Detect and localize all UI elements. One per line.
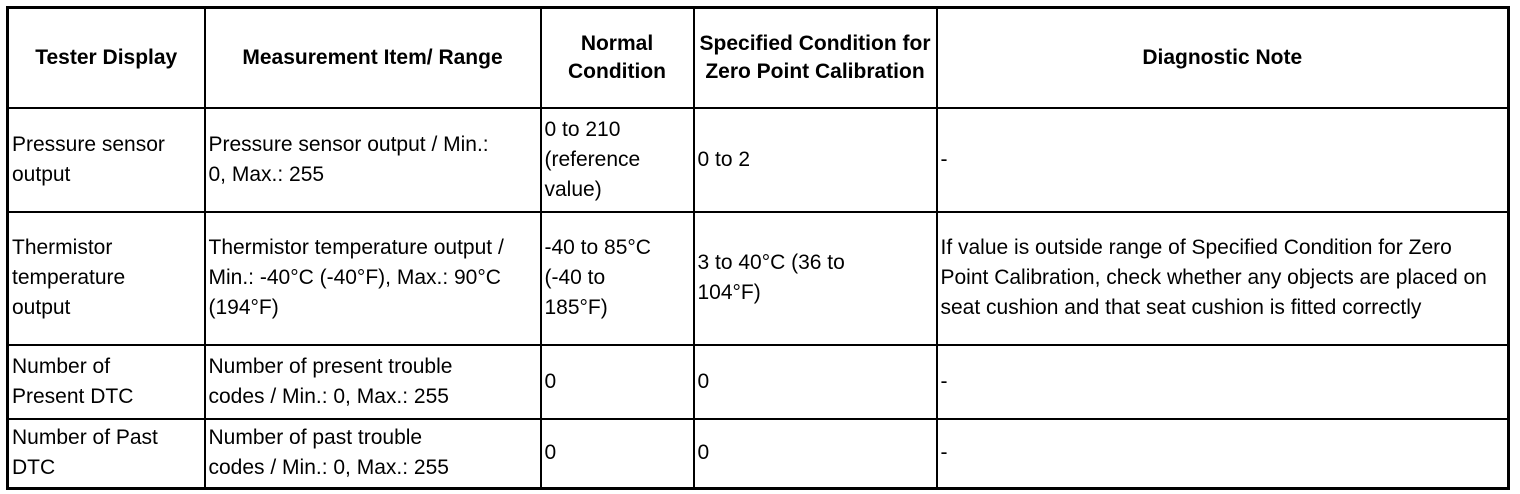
cell-tester-display: Pressure sensor output <box>6 106 206 213</box>
cell-diagnostic-note: - <box>935 343 1510 420</box>
data-list-table: Tester Display Measurement Item/ Range N… <box>6 6 1510 490</box>
cell-normal-condition: -40 to 85°C (-40 to 185°F) <box>539 210 695 346</box>
cell-measurement: Thermistor temperature output / Min.: -4… <box>203 210 542 346</box>
cell-diagnostic-note: - <box>935 106 1510 213</box>
cell-zero-point: 0 to 2 <box>692 106 938 213</box>
cell-measurement: Number of past trouble codes / Min.: 0, … <box>203 417 542 490</box>
table-header-row: Tester Display Measurement Item/ Range N… <box>6 6 1510 109</box>
cell-normal-condition: 0 <box>539 417 695 490</box>
header-measurement-item-range: Measurement Item/ Range <box>203 6 542 109</box>
cell-normal-condition: 0 to 210 (reference value) <box>539 106 695 213</box>
table-row: Number of Past DTC Number of past troubl… <box>6 417 1510 490</box>
cell-diagnostic-note: - <box>935 417 1510 490</box>
header-diagnostic-note: Diagnostic Note <box>935 6 1510 109</box>
cell-zero-point: 0 <box>692 417 938 490</box>
cell-measurement: Number of present trouble codes / Min.: … <box>203 343 542 420</box>
header-normal-condition: Normal Condition <box>539 6 695 109</box>
cell-zero-point: 3 to 40°C (36 to 104°F) <box>692 210 938 346</box>
cell-zero-point: 0 <box>692 343 938 420</box>
cell-tester-display: Thermistor temperature output <box>6 210 206 346</box>
header-tester-display: Tester Display <box>6 6 206 109</box>
table-row: Thermistor temperature output Thermistor… <box>6 210 1510 346</box>
header-zero-point-condition: Specified Condition for Zero Point Calib… <box>692 6 938 109</box>
table-row: Number of Present DTC Number of present … <box>6 343 1510 420</box>
cell-measurement: Pressure sensor output / Min.: 0, Max.: … <box>203 106 542 213</box>
table-row: Pressure sensor output Pressure sensor o… <box>6 106 1510 213</box>
cell-diagnostic-note: If value is outside range of Specified C… <box>935 210 1510 346</box>
cell-normal-condition: 0 <box>539 343 695 420</box>
cell-tester-display: Number of Present DTC <box>6 343 206 420</box>
cell-tester-display: Number of Past DTC <box>6 417 206 490</box>
